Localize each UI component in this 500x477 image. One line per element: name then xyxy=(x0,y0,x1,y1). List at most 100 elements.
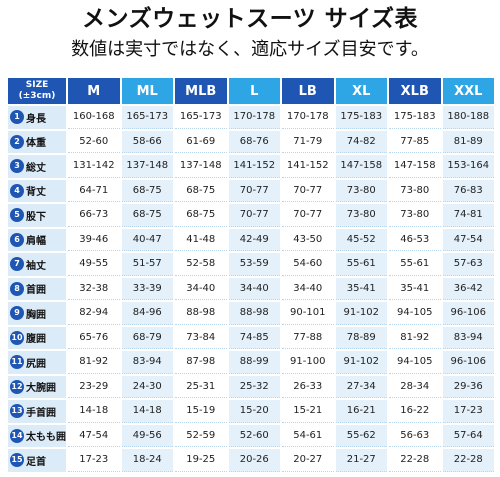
size-value-cell: 55-61 xyxy=(335,253,387,276)
size-header-xlb: XLB xyxy=(389,78,441,104)
size-value-cell: 36-42 xyxy=(442,277,494,300)
measurement-label: 総丈 xyxy=(26,162,46,174)
size-value-cell: 16-21 xyxy=(335,400,387,423)
measurement-label: 背丈 xyxy=(26,187,46,199)
size-header-xxl: XXL xyxy=(442,78,494,104)
size-value-cell: 73-84 xyxy=(175,326,227,349)
size-value-cell: 34-40 xyxy=(282,277,334,300)
size-header-row: SIZE (±3cm) M ML MLB L LB XL XLB XXL xyxy=(8,78,494,104)
measurement-label-cell: 10 腹囲 xyxy=(8,326,66,349)
table-row: 11 尻囲 81-92 83-94 87-98 88-99 91-100 91-102 94-1… xyxy=(8,351,494,374)
table-row: 12 大腕囲 23-29 24-30 25-31 25-32 26-33 27-34 28-34… xyxy=(8,375,494,398)
size-value-cell: 94-105 xyxy=(389,302,441,325)
measurement-label: 肩幅 xyxy=(26,236,46,248)
size-value-cell: 73-80 xyxy=(389,204,441,227)
measurement-label-cell: 1 身長 xyxy=(8,106,66,129)
size-value-cell: 147-158 xyxy=(335,155,387,178)
size-value-cell: 15-20 xyxy=(228,400,280,423)
measurement-label-cell: 4 背丈 xyxy=(8,179,66,202)
row-number-badge: 12 xyxy=(10,379,24,394)
size-value-cell: 170-178 xyxy=(228,106,280,129)
size-value-cell: 137-148 xyxy=(121,155,173,178)
size-value-cell: 70-77 xyxy=(228,179,280,202)
size-value-cell: 87-98 xyxy=(175,351,227,374)
measurement-label-cell: 13 手首囲 xyxy=(8,400,66,423)
size-value-cell: 70-77 xyxy=(228,204,280,227)
size-value-cell: 73-80 xyxy=(389,179,441,202)
size-table-body: 1 身長 160-168 165-173 165-173 170-178 170-178 17… xyxy=(8,106,494,472)
size-value-cell: 137-148 xyxy=(175,155,227,178)
size-value-cell: 147-158 xyxy=(389,155,441,178)
size-value-cell: 34-40 xyxy=(175,277,227,300)
row-number-badge: 3 xyxy=(10,159,24,174)
size-value-cell: 27-34 xyxy=(335,375,387,398)
row-number-badge: 10 xyxy=(10,330,24,345)
size-value-cell: 66-73 xyxy=(68,204,120,227)
size-value-cell: 54-60 xyxy=(282,253,334,276)
size-value-cell: 58-66 xyxy=(121,130,173,153)
size-value-cell: 88-98 xyxy=(228,302,280,325)
size-value-cell: 49-55 xyxy=(68,253,120,276)
measurement-label-cell: 7 袖丈 xyxy=(8,253,66,276)
size-value-cell: 53-59 xyxy=(228,253,280,276)
size-value-cell: 68-76 xyxy=(228,130,280,153)
size-value-cell: 23-29 xyxy=(68,375,120,398)
size-value-cell: 141-152 xyxy=(282,155,334,178)
measurement-label: 腹囲 xyxy=(26,334,46,346)
size-value-cell: 16-22 xyxy=(389,400,441,423)
page-title: メンズウェットスーツ サイズ表 xyxy=(82,6,418,32)
size-value-cell: 74-82 xyxy=(335,130,387,153)
measurement-label: 足首 xyxy=(26,456,46,468)
table-row: 8 首囲 32-38 33-39 34-40 34-40 34-40 35-41 35-41 36… xyxy=(8,277,494,300)
size-value-cell: 52-60 xyxy=(228,424,280,447)
size-value-cell: 175-183 xyxy=(335,106,387,129)
measurement-label-cell: 2 体重 xyxy=(8,130,66,153)
size-value-cell: 49-56 xyxy=(121,424,173,447)
row-number-badge: 6 xyxy=(10,232,24,247)
size-value-cell: 83-94 xyxy=(442,326,494,349)
size-value-cell: 165-173 xyxy=(121,106,173,129)
measurement-label-cell: 15 足首 xyxy=(8,449,66,472)
table-row: 14 太もも囲 47-54 49-56 52-59 52-60 54-61 55-62 56-6… xyxy=(8,424,494,447)
size-value-cell: 77-88 xyxy=(282,326,334,349)
size-value-cell: 47-54 xyxy=(68,424,120,447)
size-header-l: L xyxy=(228,78,280,104)
size-value-cell: 88-99 xyxy=(228,351,280,374)
measurement-label-cell: 14 太もも囲 xyxy=(8,424,66,447)
measurement-label: 股下 xyxy=(26,211,46,223)
size-value-cell: 40-47 xyxy=(121,228,173,251)
size-value-cell: 84-96 xyxy=(121,302,173,325)
measurement-label-cell: 12 大腕囲 xyxy=(8,375,66,398)
size-value-cell: 91-102 xyxy=(335,302,387,325)
size-value-cell: 82-94 xyxy=(68,302,120,325)
size-header-ml: ML xyxy=(121,78,173,104)
size-value-cell: 91-100 xyxy=(282,351,334,374)
size-value-cell: 52-58 xyxy=(175,253,227,276)
size-value-cell: 45-52 xyxy=(335,228,387,251)
row-number-badge: 4 xyxy=(10,183,24,198)
size-header-xl: XL xyxy=(335,78,387,104)
row-number-badge: 9 xyxy=(10,306,24,321)
size-value-cell: 73-80 xyxy=(335,179,387,202)
size-value-cell: 25-32 xyxy=(228,375,280,398)
table-row: 10 腹囲 65-76 68-79 73-84 74-85 77-88 78-89 81-92 8… xyxy=(8,326,494,349)
size-value-cell: 90-101 xyxy=(282,302,334,325)
size-value-cell: 33-39 xyxy=(121,277,173,300)
size-value-cell: 61-69 xyxy=(175,130,227,153)
size-value-cell: 81-92 xyxy=(389,326,441,349)
size-value-cell: 41-48 xyxy=(175,228,227,251)
row-number-badge: 2 xyxy=(10,134,24,149)
corner-size-label: SIZE xyxy=(25,80,49,90)
size-value-cell: 20-27 xyxy=(282,449,334,472)
size-value-cell: 22-28 xyxy=(389,449,441,472)
size-value-cell: 73-80 xyxy=(335,204,387,227)
table-row: 13 手首囲 14-18 14-18 15-19 15-20 15-21 16-21 16-22… xyxy=(8,400,494,423)
row-number-badge: 13 xyxy=(10,404,24,419)
measurement-label: 身長 xyxy=(26,113,46,125)
size-value-cell: 77-85 xyxy=(389,130,441,153)
measurement-label: 太もも囲 xyxy=(26,432,66,444)
size-value-cell: 18-24 xyxy=(121,449,173,472)
size-value-cell: 52-59 xyxy=(175,424,227,447)
measurement-label: 胸囲 xyxy=(26,309,46,321)
size-value-cell: 26-33 xyxy=(282,375,334,398)
